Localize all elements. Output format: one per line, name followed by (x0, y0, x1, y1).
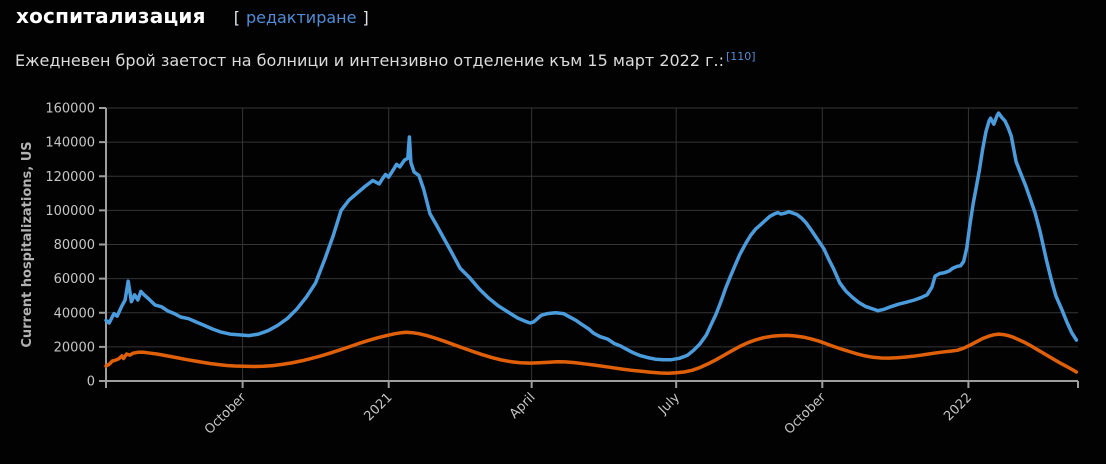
y-tick-label: 60000 (54, 272, 95, 287)
edit-close-bracket: ] (362, 8, 369, 27)
y-tick-label: 40000 (54, 306, 95, 321)
y-tick-label: 140000 (45, 136, 95, 151)
y-tick-label: 160000 (45, 102, 95, 117)
hospitalizations-chart-container: 0 20000 40000 60000 80000 100000 120000 140000 1… (0, 92, 1106, 460)
x-tick-label: October (782, 390, 830, 438)
y-tick-label: 100000 (45, 204, 95, 219)
chart-caption-text: Ежедневен брой заетост на болници и инте… (15, 51, 724, 70)
edit-open-bracket: [ (233, 8, 240, 27)
y-axis-title: Current hospitalizations, US (20, 141, 35, 347)
reference-superscript: [110] (726, 50, 756, 63)
edit-link[interactable]: редактиране (245, 8, 357, 27)
series-line-intensive-care (104, 330, 1079, 375)
chart-caption: Ежедневен брой заетост на болници и инте… (15, 51, 756, 70)
section-title: хоспитализация (16, 4, 206, 28)
hospitalizations-chart: 0 20000 40000 60000 80000 100000 120000 140000 1… (20, 102, 1079, 438)
y-tick-label: 120000 (45, 170, 95, 185)
reference-link[interactable]: [110] (726, 49, 756, 63)
series-line-hospitalized (104, 111, 1079, 362)
x-tick-label: July (655, 390, 683, 418)
y-tick-label: 80000 (54, 238, 95, 253)
edit-section: [ редактиране] (234, 8, 369, 27)
section-header: хоспитализация [ редактиране] (16, 4, 369, 28)
x-tick-label: October (202, 390, 250, 438)
y-tick-label: 0 (87, 375, 95, 390)
x-tick-label: 2022 (941, 390, 975, 424)
x-tick-label: April (507, 390, 539, 422)
x-tick-label: 2021 (362, 390, 396, 424)
y-tick-label: 20000 (54, 340, 95, 355)
